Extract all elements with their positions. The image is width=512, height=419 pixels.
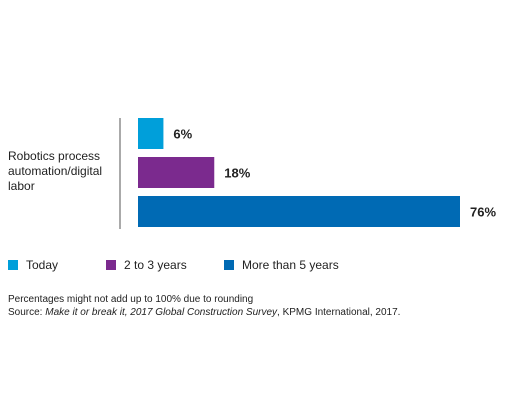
data-label-more-than-5-years: 76%: [470, 205, 496, 220]
legend-swatch-2-to-3-years: [106, 260, 116, 270]
category-label: Robotics process automation/digital labo…: [8, 149, 103, 193]
data-label-2-to-3-years: 18%: [224, 166, 250, 181]
legend-label-today: Today: [26, 258, 59, 272]
legend-label-2-to-3-years: 2 to 3 years: [124, 258, 187, 272]
source-prefix: Source:: [8, 307, 46, 318]
source-title: Make it or break it, 2017 Global Constru…: [45, 307, 278, 318]
bar-today: [138, 118, 164, 149]
legend-item-2-to-3-years: 2 to 3 years: [106, 258, 187, 272]
legend-item-more-than-5-years: More than 5 years: [224, 258, 339, 272]
bar-more-than-5-years: [138, 196, 460, 227]
data-label-today: 6%: [173, 127, 192, 142]
bar-2-to-3-years: [138, 157, 215, 188]
bar-chart: 6% 18% 76%: [119, 118, 496, 229]
legend-swatch-more-than-5-years: [224, 260, 234, 270]
legend: Today 2 to 3 years More than 5 years: [8, 258, 508, 274]
rounding-note: Percentages might not add up to 100% due…: [8, 294, 254, 305]
source-suffix: , KPMG International, 2017.: [277, 307, 401, 318]
source-line: Source: Make it or break it, 2017 Global…: [8, 306, 508, 319]
legend-label-more-than-5-years: More than 5 years: [242, 258, 339, 272]
footnote: Percentages might not add up to 100% due…: [8, 293, 508, 319]
legend-swatch-today: [8, 260, 18, 270]
legend-item-today: Today: [8, 258, 58, 272]
